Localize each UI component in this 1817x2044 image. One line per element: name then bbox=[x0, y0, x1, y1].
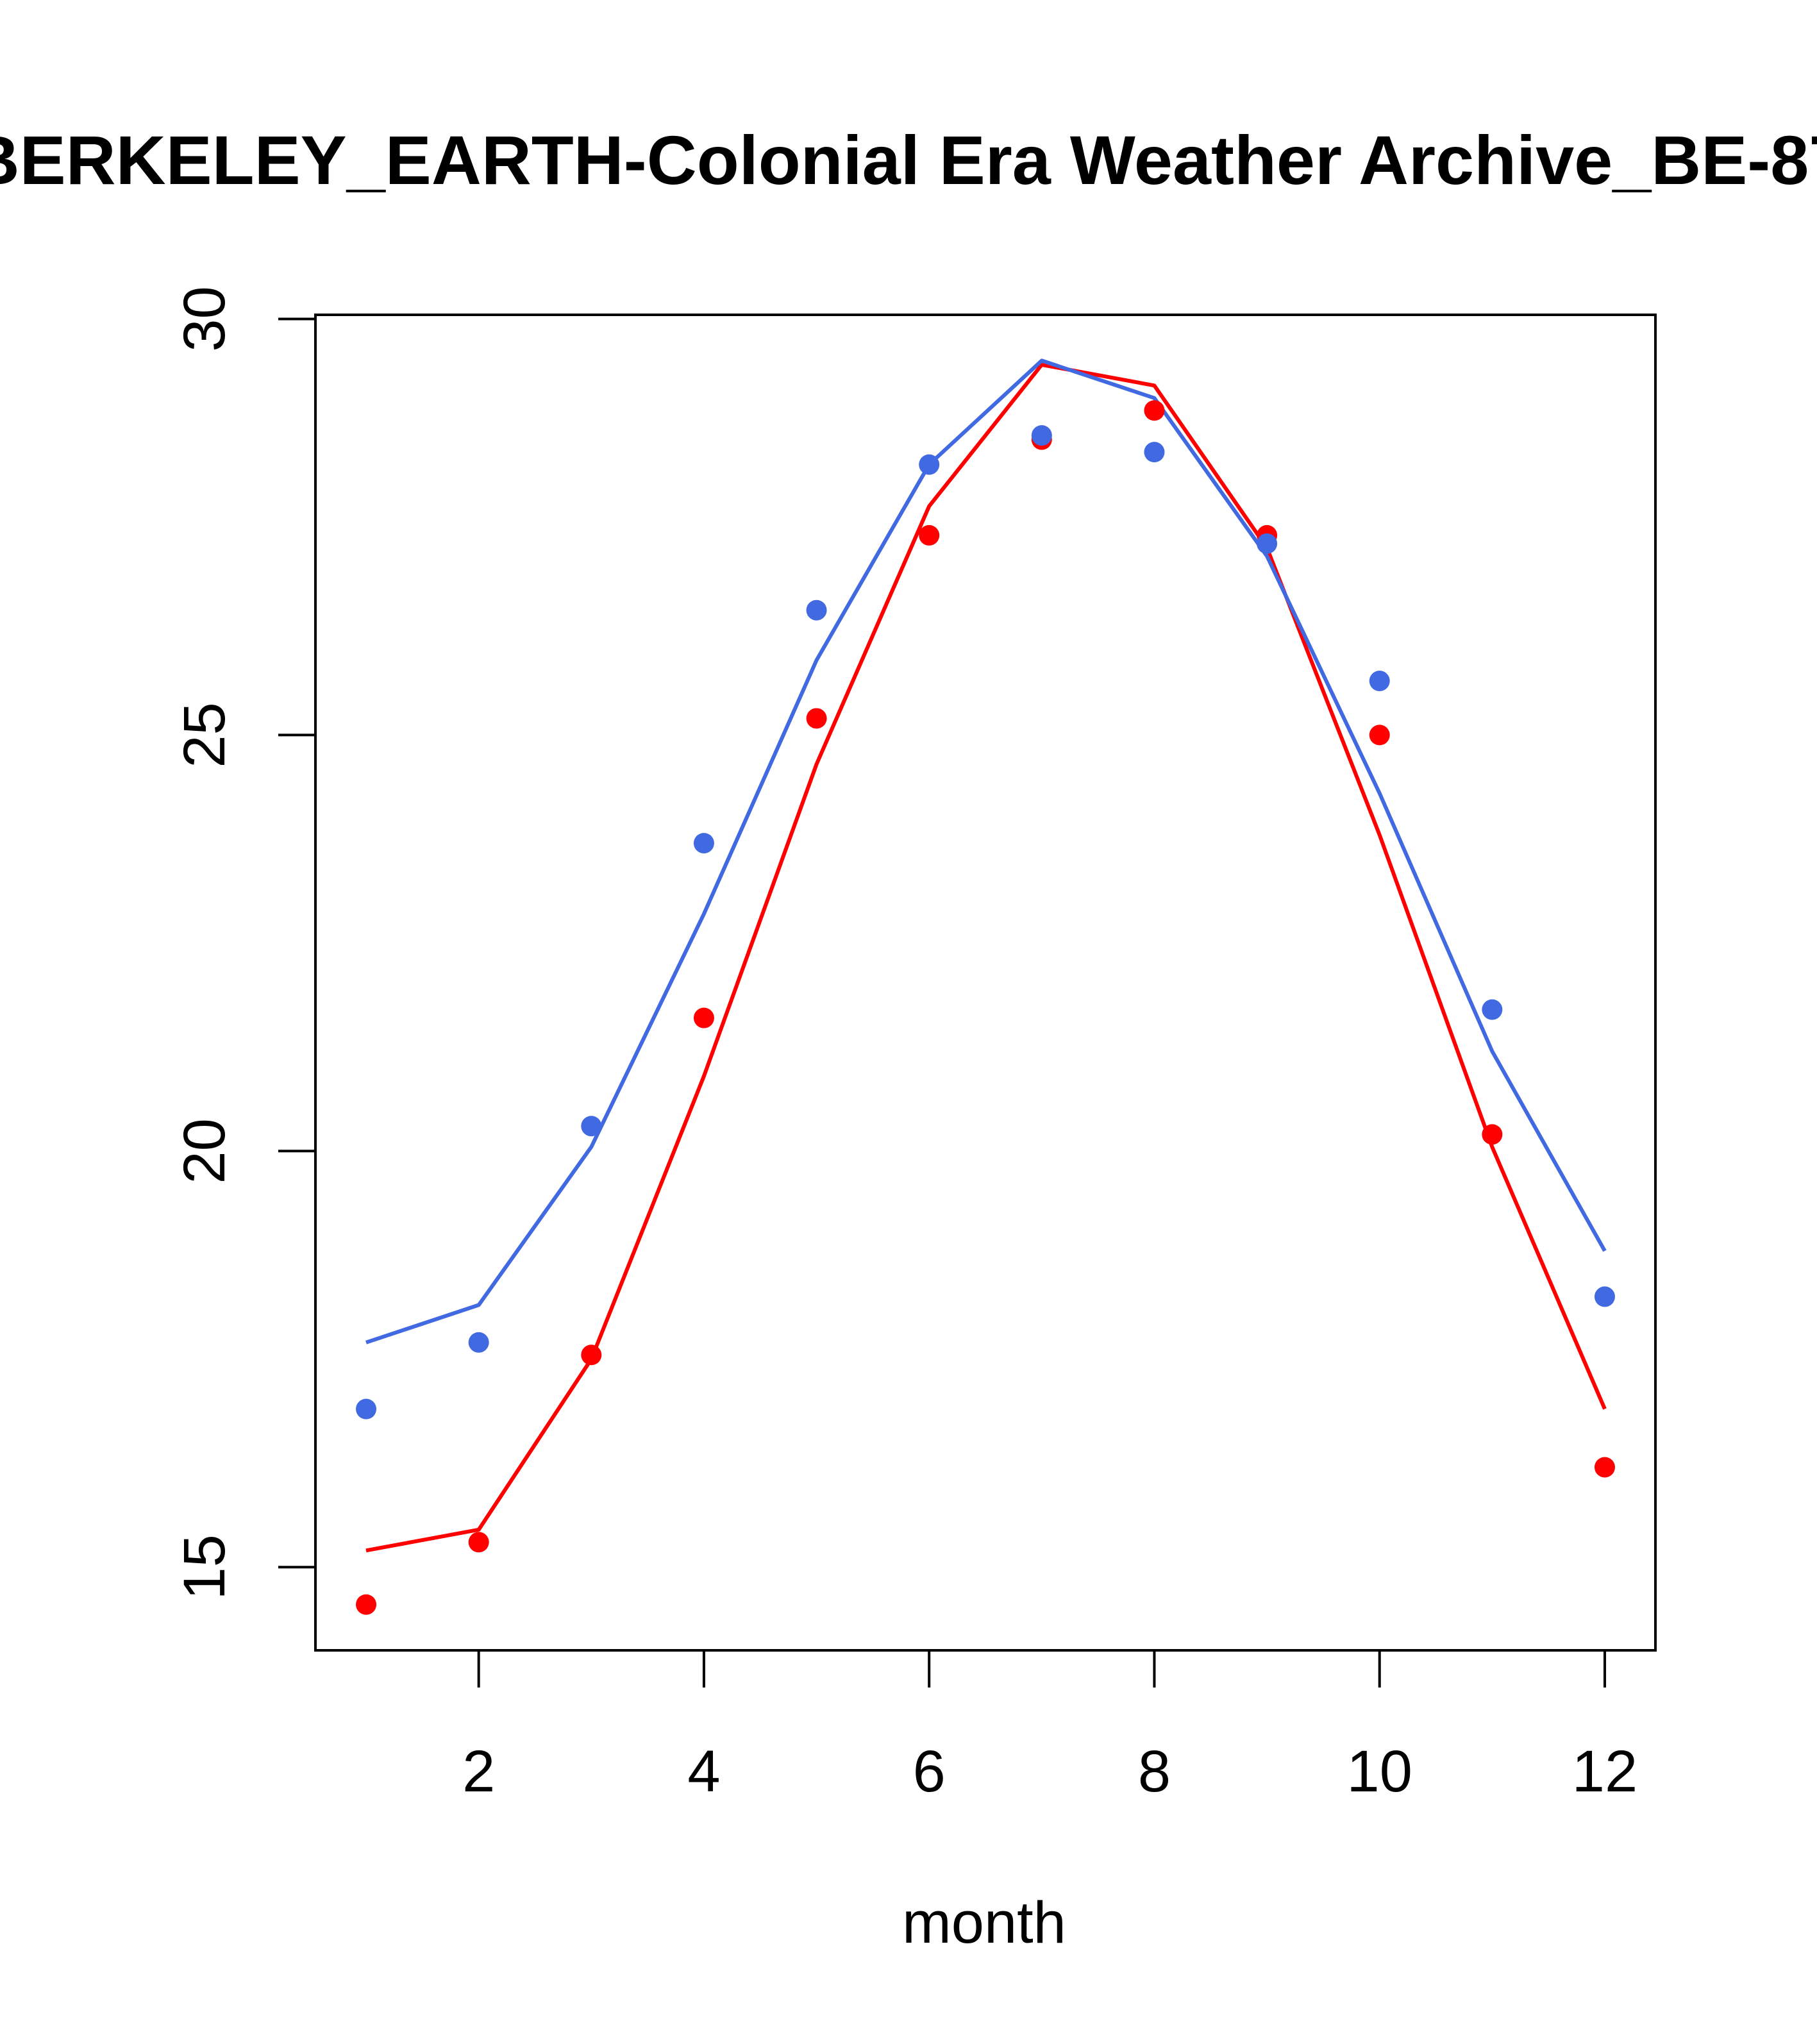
y-tick-label: 25 bbox=[172, 702, 237, 767]
series-2-point bbox=[919, 454, 940, 475]
y-tick-label: 15 bbox=[172, 1534, 237, 1600]
series-1-point bbox=[806, 708, 827, 729]
series-1-point bbox=[1369, 725, 1390, 746]
series-2-point bbox=[1369, 671, 1390, 692]
x-tick-label: 2 bbox=[462, 1739, 495, 1804]
series-2-point bbox=[468, 1332, 489, 1353]
series-2-point bbox=[356, 1398, 377, 1420]
series-2-point bbox=[1031, 425, 1052, 446]
series-1-line bbox=[365, 362, 1607, 1553]
series-2-point bbox=[581, 1116, 602, 1137]
series-1-point bbox=[468, 1532, 489, 1553]
plot-area bbox=[356, 358, 1615, 1615]
series-2-point bbox=[1482, 999, 1503, 1020]
series-1-point bbox=[581, 1345, 602, 1366]
x-tick-label: 8 bbox=[1138, 1739, 1171, 1804]
series-1-point bbox=[1144, 400, 1165, 421]
series-2-point bbox=[1594, 1286, 1615, 1307]
x-tick-label: 4 bbox=[687, 1739, 720, 1804]
series-2-point bbox=[693, 833, 714, 854]
series-1-point bbox=[1482, 1124, 1503, 1145]
series-2-point bbox=[806, 599, 827, 621]
series-2-point bbox=[1144, 442, 1165, 463]
x-axis-label: month bbox=[902, 1890, 1066, 1956]
y-tick-label: 30 bbox=[172, 286, 237, 351]
series-1-point bbox=[356, 1594, 377, 1615]
plot-frame bbox=[314, 314, 1657, 1652]
axes: 2 4 6 8 10 12 15 20 25 30 bbox=[172, 286, 1657, 1804]
chart-title: BERKELEY_EARTH-Colonial Era Weather Arch… bbox=[0, 121, 1817, 199]
series-2-line bbox=[365, 358, 1607, 1345]
y-tick-label: 20 bbox=[172, 1118, 237, 1184]
x-tick-label: 12 bbox=[1572, 1739, 1637, 1804]
series-1-point bbox=[919, 524, 940, 546]
series-1-point bbox=[693, 1007, 714, 1028]
x-tick-label: 6 bbox=[913, 1739, 946, 1804]
x-tick-label: 10 bbox=[1347, 1739, 1412, 1804]
series-1-point bbox=[1594, 1457, 1615, 1478]
series-2-point bbox=[1257, 533, 1278, 554]
